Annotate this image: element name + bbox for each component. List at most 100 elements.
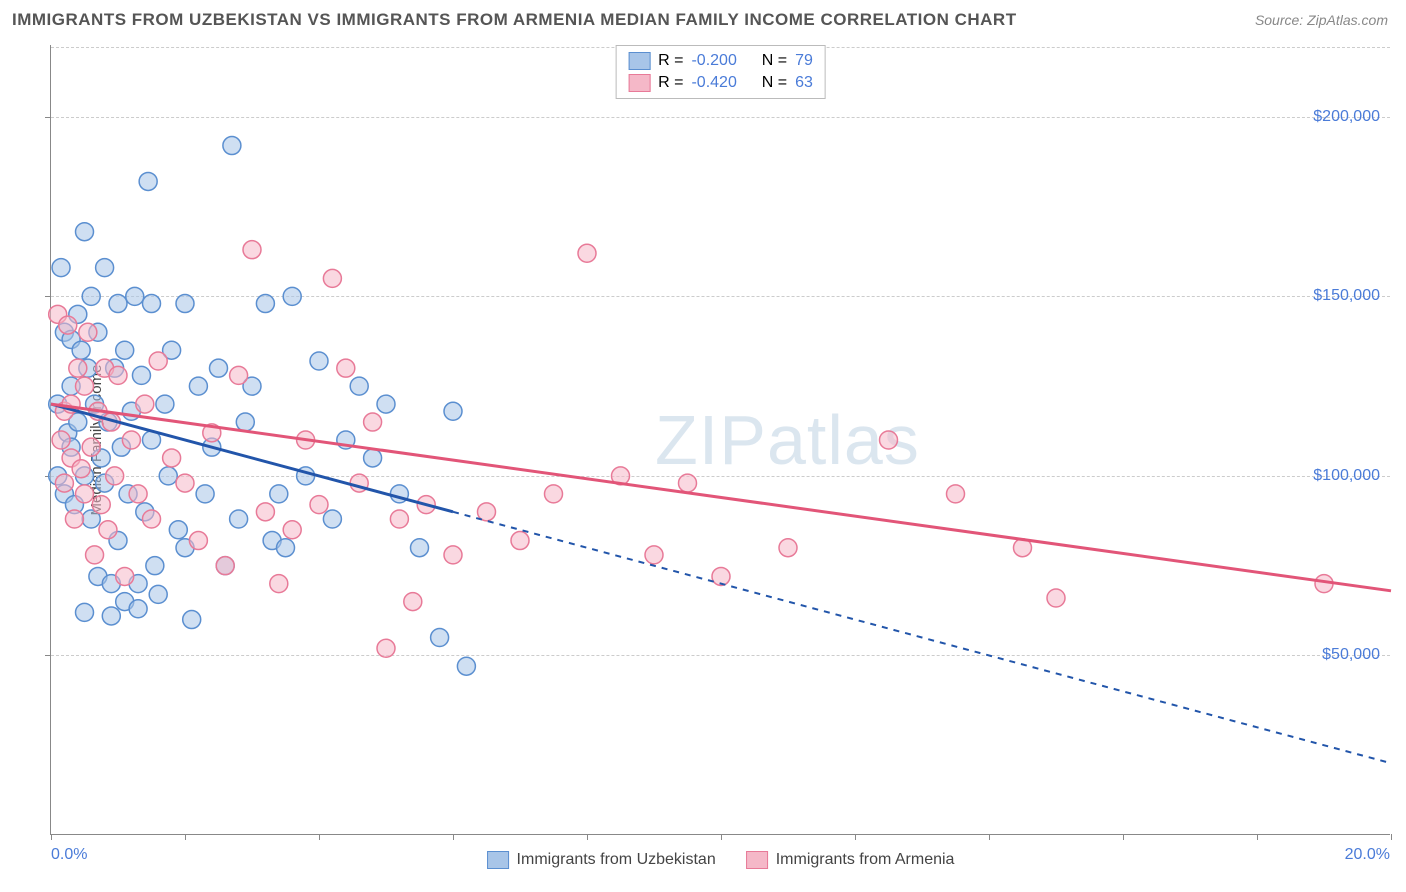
scatter-point — [230, 510, 248, 528]
swatch-uzbekistan — [628, 52, 650, 70]
legend-item-armenia: Immigrants from Armenia — [746, 851, 955, 869]
scatter-point — [230, 366, 248, 384]
x-axis-left-label: 0.0% — [51, 846, 87, 864]
scatter-point — [109, 366, 127, 384]
scatter-point — [102, 607, 120, 625]
scatter-point — [65, 510, 83, 528]
scatter-point — [947, 485, 965, 503]
scatter-point — [132, 366, 150, 384]
scatter-svg — [51, 45, 1390, 834]
scatter-point — [364, 449, 382, 467]
scatter-point — [390, 510, 408, 528]
scatter-point — [149, 585, 167, 603]
scatter-point — [92, 496, 110, 514]
scatter-point — [411, 539, 429, 557]
scatter-point — [55, 474, 73, 492]
scatter-point — [109, 295, 127, 313]
scatter-point — [243, 241, 261, 259]
scatter-point — [176, 474, 194, 492]
n-value-uzbekistan: 79 — [795, 52, 813, 70]
scatter-point — [163, 449, 181, 467]
scatter-point — [444, 402, 462, 420]
scatter-point — [1047, 589, 1065, 607]
scatter-point — [86, 546, 104, 564]
scatter-point — [350, 377, 368, 395]
scatter-point — [72, 341, 90, 359]
x-axis-right-label: 20.0% — [1345, 846, 1390, 864]
scatter-point — [256, 295, 274, 313]
scatter-point — [880, 431, 898, 449]
scatter-point — [196, 485, 214, 503]
n-label: N = — [762, 74, 787, 92]
scatter-point — [377, 639, 395, 657]
scatter-point — [310, 352, 328, 370]
scatter-point — [143, 295, 161, 313]
scatter-point — [779, 539, 797, 557]
scatter-point — [444, 546, 462, 564]
trend-line — [51, 404, 1391, 591]
correlation-legend: R = -0.200 N = 79 R = -0.420 N = 63 — [615, 45, 826, 99]
source-label: Source: ZipAtlas.com — [1255, 12, 1388, 28]
scatter-point — [364, 413, 382, 431]
scatter-point — [129, 600, 147, 618]
scatter-point — [545, 485, 563, 503]
scatter-point — [99, 521, 117, 539]
scatter-point — [189, 532, 207, 550]
legend-row-uzbekistan: R = -0.200 N = 79 — [628, 50, 813, 72]
swatch-armenia-icon — [746, 851, 768, 869]
scatter-point — [323, 510, 341, 528]
scatter-point — [236, 413, 254, 431]
scatter-point — [72, 460, 90, 478]
scatter-point — [645, 546, 663, 564]
scatter-point — [122, 431, 140, 449]
legend-item-uzbekistan: Immigrants from Uzbekistan — [487, 851, 716, 869]
scatter-point — [149, 352, 167, 370]
scatter-point — [511, 532, 529, 550]
scatter-point — [82, 438, 100, 456]
scatter-point — [457, 657, 475, 675]
scatter-point — [76, 603, 94, 621]
scatter-point — [404, 593, 422, 611]
scatter-point — [210, 359, 228, 377]
scatter-point — [283, 287, 301, 305]
scatter-point — [146, 557, 164, 575]
scatter-point — [223, 137, 241, 155]
scatter-point — [277, 539, 295, 557]
scatter-point — [159, 467, 177, 485]
r-label: R = — [658, 74, 683, 92]
scatter-point — [69, 359, 87, 377]
scatter-point — [136, 395, 154, 413]
chart-title: IMMIGRANTS FROM UZBEKISTAN VS IMMIGRANTS… — [12, 10, 1017, 30]
scatter-point — [59, 316, 77, 334]
scatter-point — [76, 485, 94, 503]
scatter-point — [82, 287, 100, 305]
scatter-point — [116, 567, 134, 585]
scatter-point — [431, 629, 449, 647]
scatter-point — [270, 485, 288, 503]
scatter-point — [578, 244, 596, 262]
scatter-point — [679, 474, 697, 492]
scatter-point — [129, 485, 147, 503]
scatter-point — [183, 611, 201, 629]
scatter-point — [139, 172, 157, 190]
scatter-point — [106, 467, 124, 485]
swatch-armenia — [628, 74, 650, 92]
series-name-uzbekistan: Immigrants from Uzbekistan — [517, 851, 716, 869]
r-value-uzbekistan: -0.200 — [691, 52, 736, 70]
scatter-point — [126, 287, 144, 305]
scatter-point — [156, 395, 174, 413]
legend-row-armenia: R = -0.420 N = 63 — [628, 72, 813, 94]
series-name-armenia: Immigrants from Armenia — [776, 851, 955, 869]
n-label: N = — [762, 52, 787, 70]
chart-plot-area: Median Family Income ZIPatlas $50,000$10… — [50, 45, 1390, 835]
trend-line-extrapolated — [453, 512, 1391, 763]
scatter-point — [216, 557, 234, 575]
scatter-point — [256, 503, 274, 521]
scatter-point — [76, 223, 94, 241]
scatter-point — [79, 323, 97, 341]
scatter-point — [76, 377, 94, 395]
scatter-point — [52, 431, 70, 449]
scatter-point — [169, 521, 187, 539]
r-value-armenia: -0.420 — [691, 74, 736, 92]
scatter-point — [52, 259, 70, 277]
